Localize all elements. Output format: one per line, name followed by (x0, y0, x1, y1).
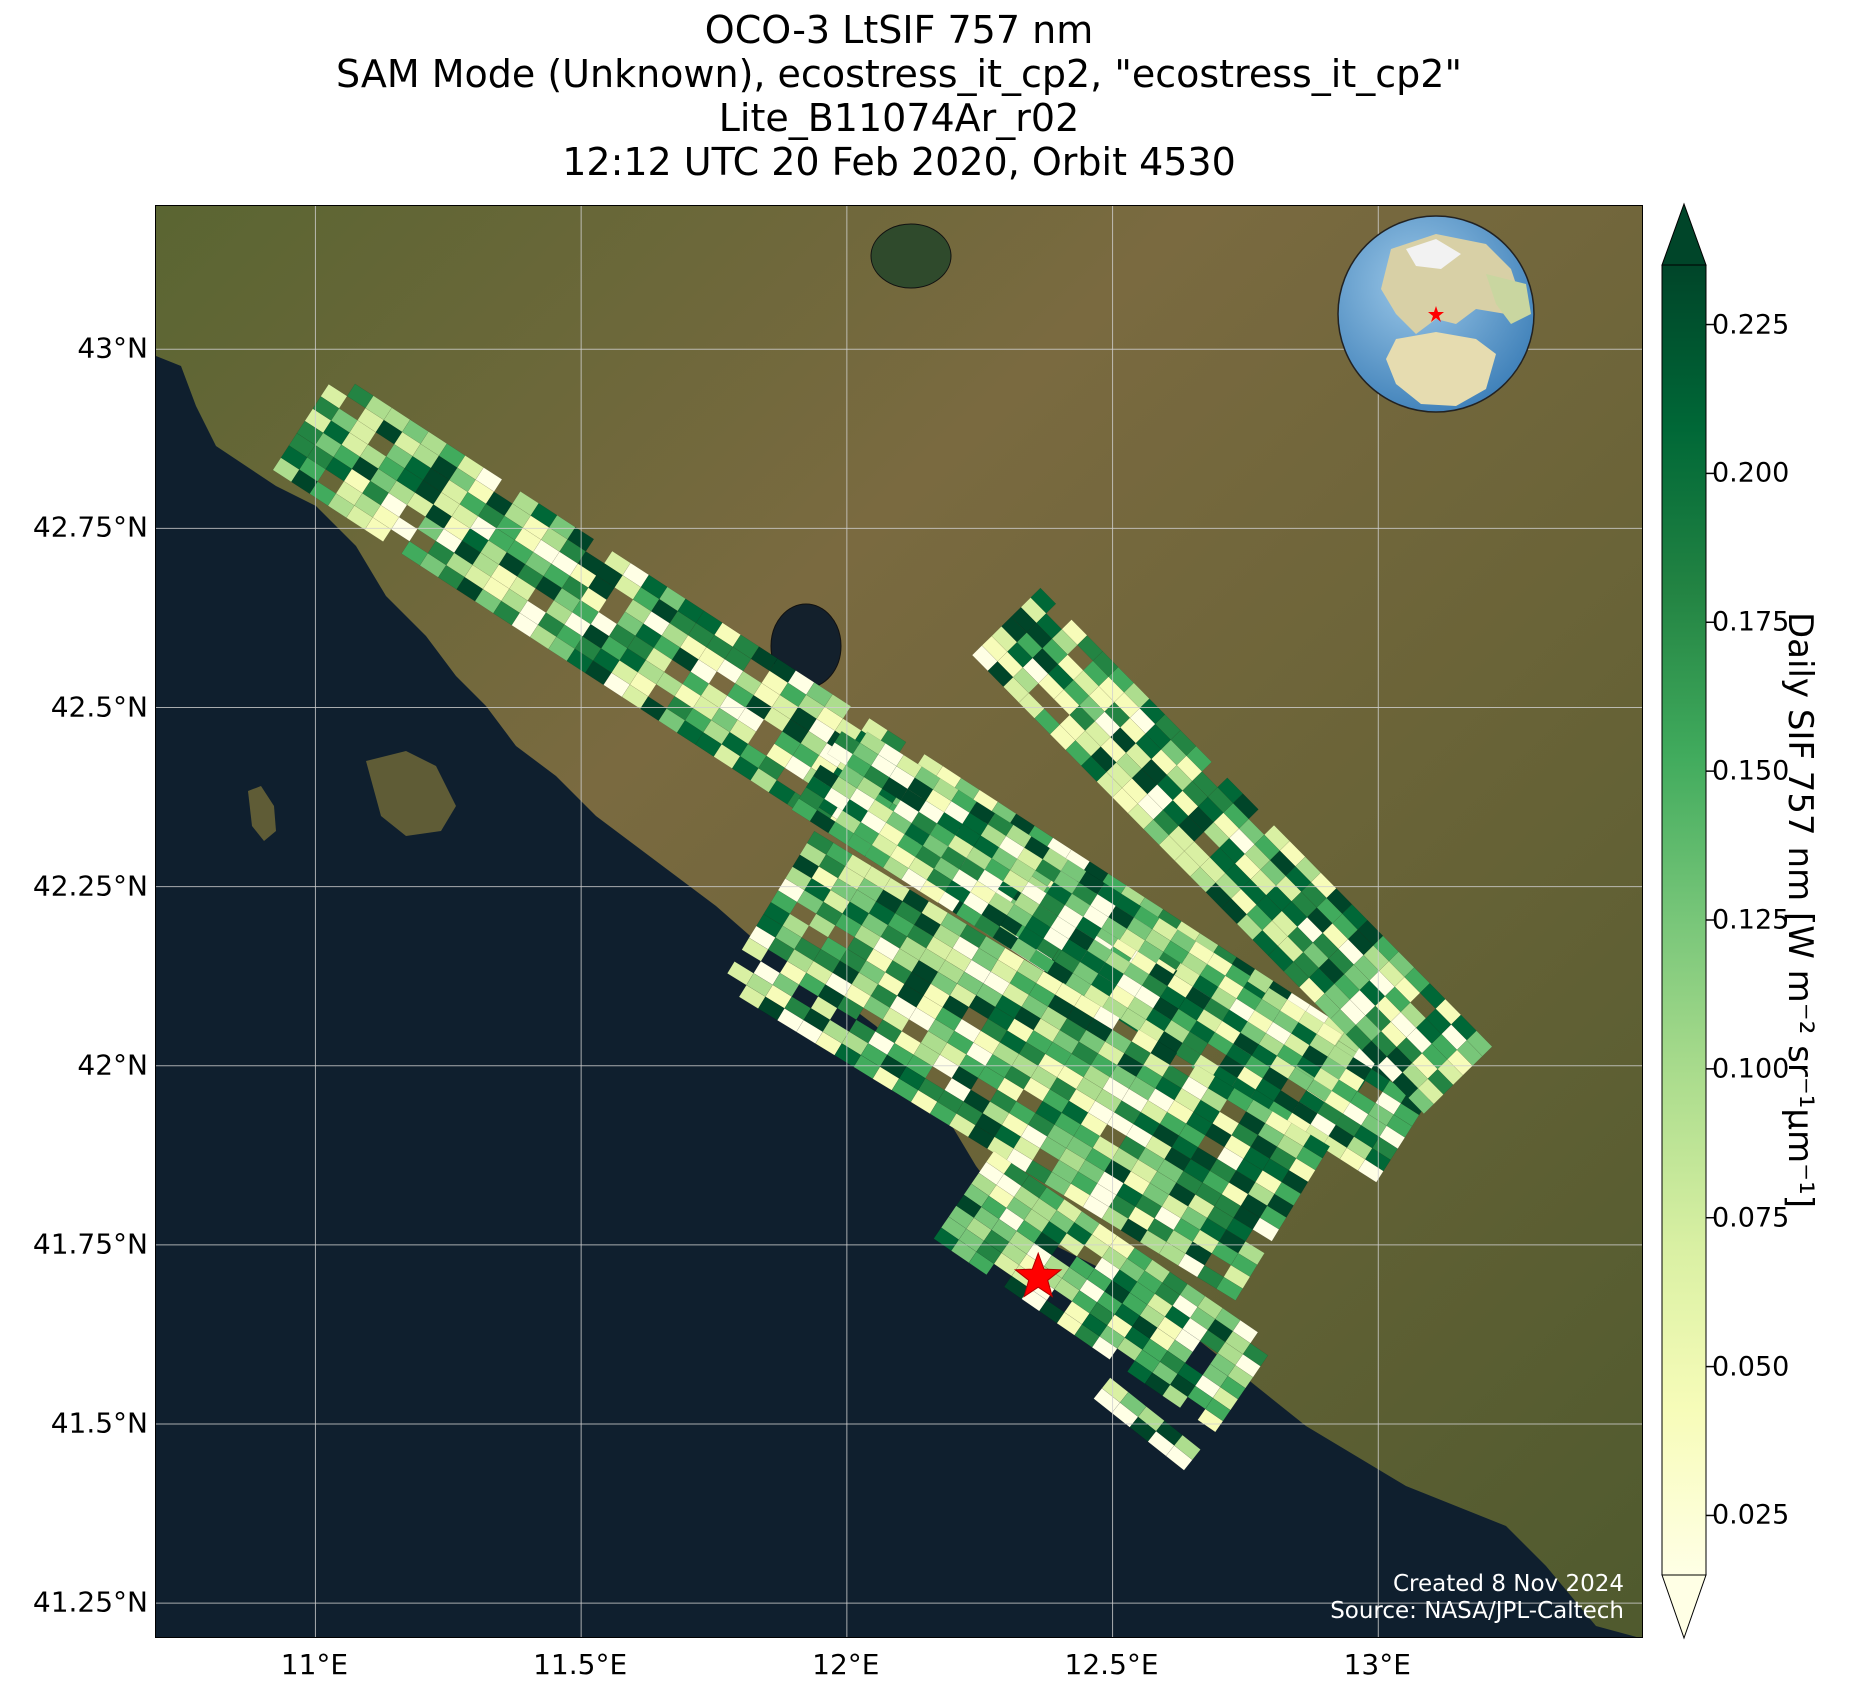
lat-tick-label: 42.5°N (50, 690, 148, 724)
colorbar-tick-label: 0.225 (1712, 309, 1790, 341)
colorbar-tick-label: 0.025 (1712, 1499, 1790, 1531)
title-line-3: Lite_B11074Ar_r02 (718, 96, 1080, 140)
target-star-icon (1013, 1251, 1063, 1298)
colorbar-tick-label: 0.075 (1712, 1202, 1790, 1234)
title-line-4: 12:12 UTC 20 Feb 2020, Orbit 4530 (562, 140, 1236, 184)
sif-cell (1197, 1408, 1224, 1433)
sif-cell (968, 1251, 995, 1276)
lat-tick-label: 41.25°N (32, 1585, 148, 1619)
giglio-island (248, 786, 276, 841)
colorbar-tick-label: 0.125 (1712, 904, 1790, 936)
swath-4 (726, 830, 1331, 1301)
swath-6 (1093, 1377, 1201, 1471)
locator-globe (1337, 215, 1535, 413)
argentario-promontory (366, 751, 456, 836)
map-panel[interactable]: Created 8 Nov 2024 Source: NASA/JPL-Calt… (155, 205, 1643, 1638)
sif-cell (1165, 1445, 1193, 1471)
title-line-1: OCO-3 LtSIF 757 nm (704, 8, 1094, 52)
colorbar-tick-label: 0.175 (1712, 606, 1790, 638)
colorbar-tick-label: 0.200 (1712, 457, 1790, 489)
lon-tick-label: 12°E (812, 1648, 880, 1681)
colorbar-tick-label: 0.100 (1712, 1053, 1790, 1085)
sif-cell (1252, 1217, 1280, 1242)
swath-2 (791, 730, 1434, 1183)
gridlines (156, 206, 1642, 1637)
sif-swath-layer (272, 383, 1493, 1471)
swath-3 (971, 587, 1493, 1115)
sif-cell (1408, 1087, 1435, 1115)
colorbar-tick-label: 0.050 (1712, 1351, 1790, 1383)
sif-cell (919, 879, 946, 904)
sif-cell (1162, 1384, 1189, 1409)
colorbar-label: Daily SIF 757 nm [W m⁻² sr⁻¹µm⁻¹] (1780, 611, 1820, 1209)
lat-tick-label: 41.5°N (50, 1406, 148, 1440)
lat-tick-label: 42.25°N (32, 869, 148, 903)
lon-tick-label: 11°E (280, 1648, 349, 1681)
credit-text: Created 8 Nov 2024 Source: NASA/JPL-Calt… (1330, 1571, 1624, 1625)
colorbar-tick-label: 0.150 (1712, 755, 1790, 787)
map-canvas[interactable] (156, 206, 1643, 1638)
source-credit: Source: NASA/JPL-Caltech (1330, 1598, 1624, 1624)
lat-tick-label: 42.75°N (32, 510, 148, 544)
lat-tick-label: 41.75°N (32, 1227, 148, 1261)
colorbar-extend-bottom (1661, 1574, 1707, 1640)
sif-cell (1357, 1159, 1384, 1183)
colorbar (1661, 202, 1714, 1640)
lat-tick-label: 43°N (77, 331, 148, 365)
sif-cell (1216, 1276, 1244, 1301)
lon-tick-label: 11.5°E (533, 1648, 628, 1681)
colorbar-extend-top (1661, 202, 1707, 266)
title-line-2: SAM Mode (Unknown), ecostress_it_cp2, "e… (336, 52, 1462, 96)
colorbar-gradient (1661, 264, 1707, 1576)
lon-tick-label: 12.5°E (1064, 1648, 1159, 1681)
sif-cell (364, 517, 392, 542)
lat-tick-label: 42°N (77, 1048, 148, 1082)
lake-trasimeno (870, 223, 952, 289)
sif-cell (1091, 1336, 1118, 1360)
lon-tick-label: 13°E (1343, 1648, 1411, 1681)
created-date: Created 8 Nov 2024 (1392, 1571, 1624, 1597)
